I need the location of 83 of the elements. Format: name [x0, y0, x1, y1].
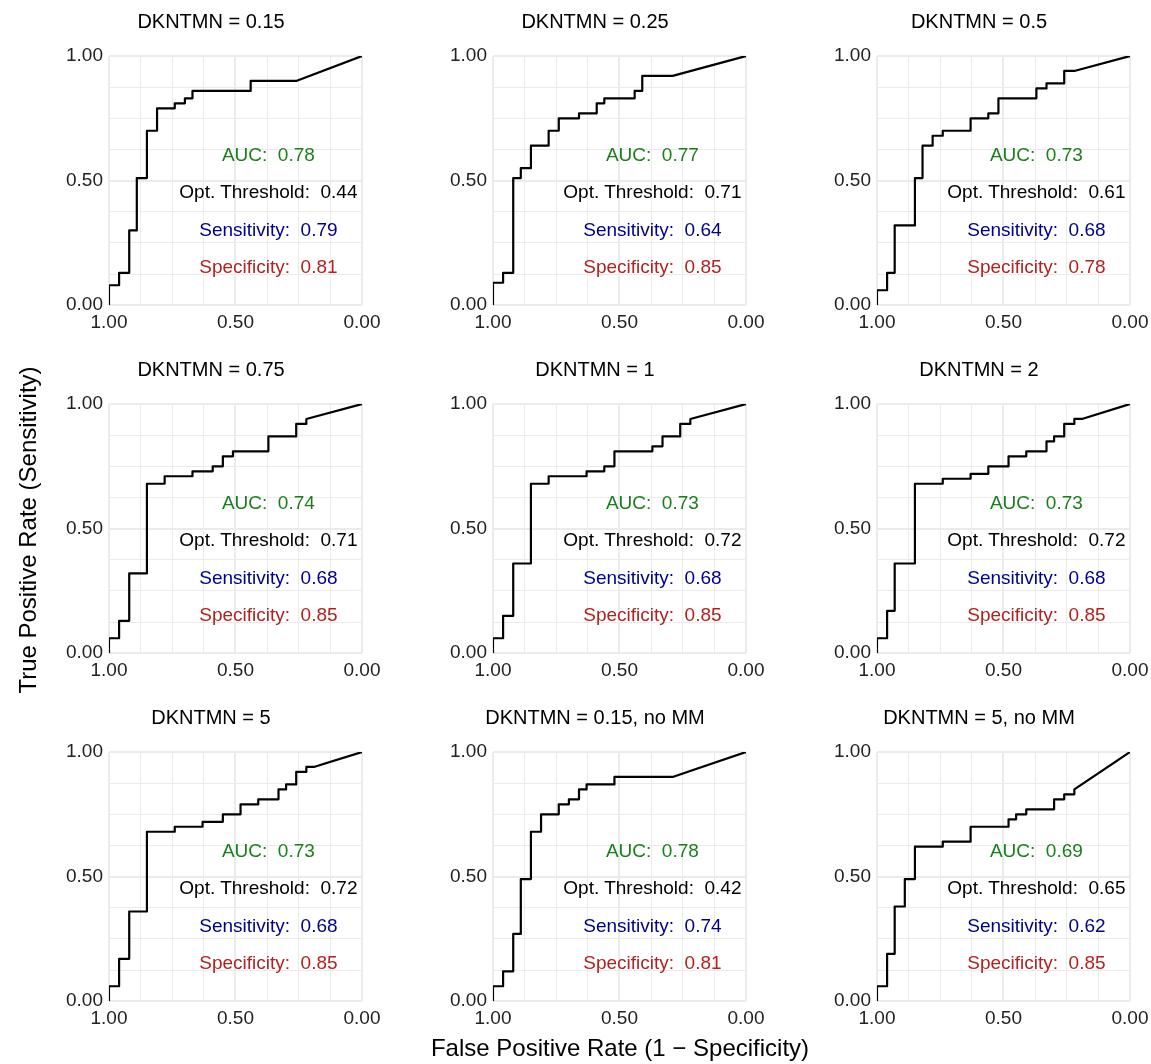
- annotation: AUC: 0.78: [221, 143, 315, 165]
- y-tick-label: 0.50: [450, 516, 487, 538]
- chart-title: DKNTMN = 2: [919, 357, 1039, 380]
- chart-title: DKNTMN = 0.15: [137, 9, 285, 32]
- annotation: Specificity: 0.85: [583, 256, 722, 278]
- annotation: Sensitivity: 0.64: [583, 218, 722, 240]
- y-tick-label: 0.50: [66, 516, 103, 538]
- annotation: Specificity: 0.85: [583, 604, 722, 626]
- x-tick-label: 0.50: [985, 310, 1022, 332]
- y-tick-label: 0.50: [834, 168, 871, 190]
- annotation: AUC: 0.73: [605, 491, 699, 513]
- y-tick-label: 1.00: [834, 44, 871, 66]
- y-tick-label: 0.50: [834, 864, 871, 886]
- y-tick-label: 0.50: [834, 516, 871, 538]
- y-tick-label: 0.50: [66, 168, 103, 190]
- y-tick-label: 1.00: [450, 740, 487, 762]
- x-tick-label: 0.50: [985, 658, 1022, 680]
- annotation: Opt. Threshold: 0.61: [947, 181, 1126, 203]
- x-tick-label: 0.50: [601, 658, 638, 680]
- annotation: Specificity: 0.78: [967, 256, 1106, 278]
- chart-title: DKNTMN = 0.25: [521, 9, 669, 32]
- annotation: AUC: 0.73: [221, 839, 315, 861]
- chart-title: DKNTMN = 0.5: [910, 9, 1048, 32]
- annotation: Sensitivity: 0.68: [967, 218, 1106, 240]
- x-tick-label: 0.00: [1111, 1006, 1149, 1028]
- annotation: Sensitivity: 0.68: [583, 566, 722, 588]
- annotation: Specificity: 0.85: [967, 604, 1106, 626]
- x-tick-label: 0.00: [1111, 310, 1149, 332]
- chart-title: DKNTMN = 1: [535, 357, 655, 380]
- annotation: AUC: 0.69: [989, 839, 1083, 861]
- annotation: AUC: 0.78: [605, 839, 699, 861]
- annotation: Sensitivity: 0.62: [967, 914, 1106, 936]
- y-tick-label: 1.00: [450, 44, 487, 66]
- y-tick-label: 0.50: [66, 864, 103, 886]
- chart-title: DKNTMN = 5, no MM: [883, 705, 1075, 728]
- y-tick-label: 1.00: [834, 740, 871, 762]
- chart-title: DKNTMN = 0.15, no MM: [485, 705, 705, 728]
- x-tick-label: 0.00: [727, 658, 765, 680]
- annotation: AUC: 0.73: [989, 491, 1083, 513]
- annotation: Opt. Threshold: 0.42: [563, 877, 742, 899]
- x-tick-label: 0.00: [343, 658, 381, 680]
- x-tick-label: 0.50: [601, 1006, 638, 1028]
- chart-title: DKNTMN = 5: [151, 705, 271, 728]
- annotation: Specificity: 0.85: [199, 604, 338, 626]
- x-tick-label: 0.50: [601, 310, 638, 332]
- x-tick-label: 0.00: [343, 310, 381, 332]
- y-tick-label: 1.00: [834, 392, 871, 414]
- annotation: Sensitivity: 0.68: [199, 914, 338, 936]
- y-tick-label: 1.00: [66, 740, 103, 762]
- annotation: AUC: 0.74: [221, 491, 316, 513]
- annotation: Opt. Threshold: 0.44: [179, 181, 358, 203]
- annotation: Specificity: 0.81: [199, 256, 338, 278]
- y-axis-title: True Positive Rate (Sensitivity): [14, 366, 42, 694]
- annotation: Opt. Threshold: 0.72: [947, 529, 1126, 551]
- annotation: Specificity: 0.85: [199, 952, 338, 974]
- y-tick-label: 0.50: [450, 864, 487, 886]
- x-tick-label: 0.00: [343, 1006, 381, 1028]
- chart-title: DKNTMN = 0.75: [137, 357, 285, 380]
- annotation: AUC: 0.77: [605, 143, 699, 165]
- x-tick-label: 0.00: [727, 1006, 765, 1028]
- annotation: Sensitivity: 0.68: [199, 566, 338, 588]
- annotation: Opt. Threshold: 0.71: [179, 529, 358, 551]
- x-tick-label: 0.00: [727, 310, 765, 332]
- y-tick-label: 1.00: [450, 392, 487, 414]
- annotation: Opt. Threshold: 0.72: [179, 877, 358, 899]
- annotation: Sensitivity: 0.68: [967, 566, 1106, 588]
- annotation: AUC: 0.73: [989, 143, 1083, 165]
- x-tick-label: 0.00: [1111, 658, 1149, 680]
- x-tick-label: 0.50: [217, 310, 254, 332]
- x-tick-label: 0.50: [985, 1006, 1022, 1028]
- x-tick-label: 0.50: [217, 1006, 254, 1028]
- annotation: Sensitivity: 0.74: [583, 914, 722, 936]
- annotation: Opt. Threshold: 0.72: [563, 529, 742, 551]
- annotation: Specificity: 0.85: [967, 952, 1106, 974]
- annotation: Opt. Threshold: 0.71: [563, 181, 742, 203]
- annotation: Opt. Threshold: 0.65: [947, 877, 1126, 899]
- y-tick-label: 1.00: [66, 392, 103, 414]
- y-tick-label: 1.00: [66, 44, 103, 66]
- x-axis-title: False Positive Rate (1 − Specificity): [430, 1034, 810, 1062]
- annotation: Specificity: 0.81: [583, 952, 722, 974]
- annotation: Sensitivity: 0.79: [199, 218, 338, 240]
- y-tick-label: 0.50: [450, 168, 487, 190]
- x-tick-label: 0.50: [217, 658, 254, 680]
